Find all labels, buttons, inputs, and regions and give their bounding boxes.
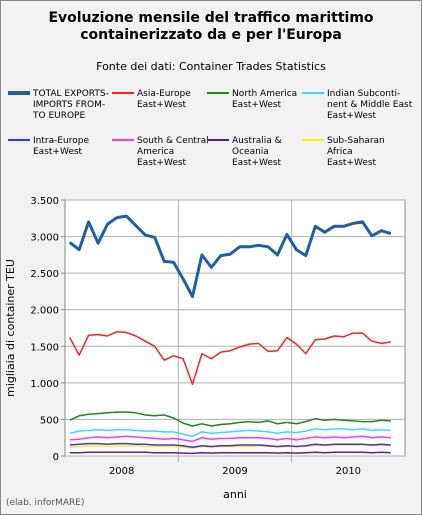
chart-title: Evoluzione mensile del traffico marittim… (48, 10, 373, 43)
legend-label: Indian Subconti-nent & Middle East East+W… (327, 89, 413, 121)
series-line (69, 451, 391, 455)
legend-label: Australia & Oceania East+West (232, 136, 282, 168)
plot-area (64, 199, 406, 457)
y-tick-label: 3.500 (30, 196, 59, 207)
subtitle: Fonte dei dati: Container Trades Statist… (96, 60, 326, 73)
y-tick-label: 3.000 (30, 233, 59, 244)
y-tick-label: 0 (53, 452, 59, 463)
x-axis-label: anni (223, 488, 247, 501)
series-line (69, 330, 391, 386)
y-tick-label: 2.000 (30, 306, 59, 317)
series-line (69, 442, 391, 448)
legend-label: Sub-Saharan Africa East+West (327, 136, 385, 168)
series-line (69, 435, 391, 443)
x-tick-label: 2008 (109, 466, 134, 477)
series-line (69, 411, 391, 427)
y-tick-label: 500 (40, 415, 59, 426)
x-tick-label: 2010 (336, 466, 361, 477)
legend-label: Intra-Europe East+West (33, 136, 89, 157)
y-tick-label: 1.500 (30, 342, 59, 353)
legend-label: Asia-Europe East+West (137, 89, 191, 110)
y-tick-label: 1.000 (30, 379, 59, 390)
legend-label: North America East+West (232, 89, 297, 110)
note: (elab. inforMARE) (6, 498, 84, 508)
y-tick-label: 2.500 (30, 269, 59, 280)
y-axis-label: migliaia di container TEU (4, 259, 17, 397)
legend-label: South & Central America East+West (137, 136, 209, 168)
legend-label: TOTAL EXPORTS-IMPORTS FROM-TO EUROPE (32, 89, 109, 121)
series-line (69, 428, 391, 438)
series-line (68, 214, 392, 298)
x-tick-label: 2009 (222, 466, 247, 477)
